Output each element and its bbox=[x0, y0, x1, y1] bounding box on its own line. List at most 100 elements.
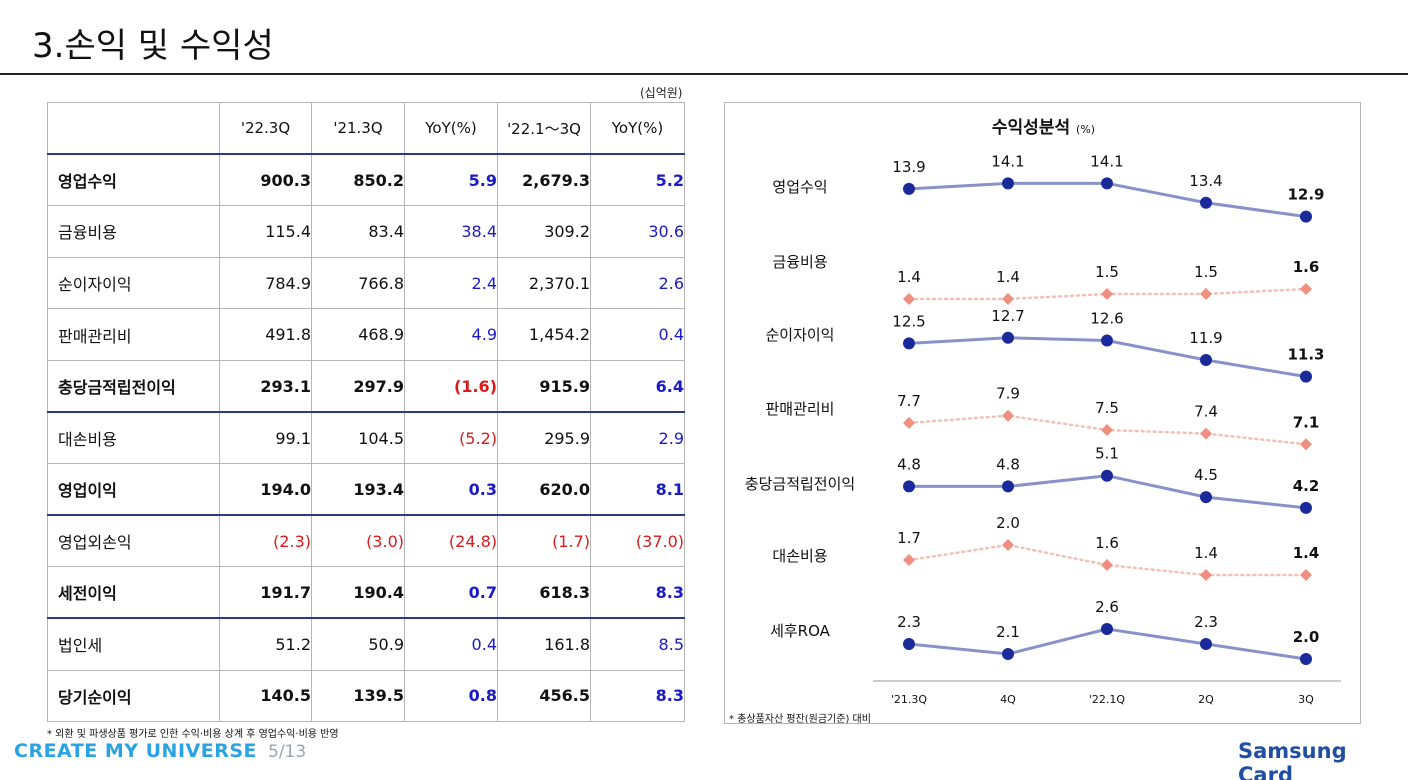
data-point bbox=[1200, 427, 1212, 440]
series-label: 충당금적립전이익 bbox=[745, 475, 855, 493]
value-cell: 297.9 bbox=[311, 359, 405, 413]
series-label: 대손비용 bbox=[772, 547, 827, 565]
data-point bbox=[903, 182, 915, 195]
data-label: 4.5 bbox=[1194, 466, 1218, 484]
unit-label: (십억원) bbox=[640, 86, 683, 100]
table-row: 금융비용 115.4 83.4 38.4 309.2 30.6 bbox=[47, 205, 685, 258]
footnote-left: * 외환 및 파생상품 평가로 인한 수익·비용 상계 후 영업수익·비용 반영 bbox=[47, 729, 339, 740]
data-label: 5.1 bbox=[1095, 445, 1119, 463]
data-point bbox=[1101, 334, 1113, 347]
row-label: 당기순이익 bbox=[47, 669, 220, 723]
row-label: 영업수익 bbox=[47, 153, 220, 207]
value-cell: 38.4 bbox=[404, 205, 498, 258]
data-label: 14.1 bbox=[1090, 152, 1123, 170]
value-cell: 99.1 bbox=[219, 411, 312, 465]
data-point bbox=[1101, 469, 1113, 482]
table-row: 영업외손익 (2.3) (3.0) (24.8) (1.7) (37.0) bbox=[47, 514, 685, 568]
title-divider bbox=[0, 73, 1408, 75]
table-row: 순이자이익 784.9 766.8 2.4 2,370.1 2.6 bbox=[47, 256, 685, 310]
data-point bbox=[903, 416, 915, 429]
header-cell bbox=[47, 102, 220, 155]
page-title: 3.손익 및 수익성 bbox=[32, 26, 274, 66]
value-cell: 193.4 bbox=[311, 463, 405, 516]
data-label: 7.7 bbox=[897, 392, 921, 410]
data-point bbox=[903, 638, 915, 650]
data-point bbox=[1101, 623, 1113, 635]
value-cell: 295.9 bbox=[497, 411, 591, 465]
data-label: 12.6 bbox=[1090, 310, 1123, 328]
x-tick-label: '22.1Q bbox=[1089, 693, 1126, 706]
page-number: 5/13 bbox=[268, 742, 307, 762]
data-label: 12.5 bbox=[892, 312, 925, 330]
x-tick-label: 3Q bbox=[1298, 693, 1314, 706]
data-label: 7.9 bbox=[996, 385, 1020, 403]
value-cell: 115.4 bbox=[219, 205, 312, 258]
data-label: 1.7 bbox=[897, 529, 921, 547]
value-cell: 784.9 bbox=[219, 256, 312, 310]
row-label: 영업이익 bbox=[47, 463, 220, 516]
chart-unit: (%) bbox=[1076, 123, 1096, 136]
chart-title-text: 수익성분석 bbox=[991, 118, 1071, 138]
data-label: 14.1 bbox=[991, 152, 1024, 170]
profitability-line-chart: 영업수익 13.9 14.1 14.1 13.4 12.9 금융비용 1.4 1.4 1.5 1.5… bbox=[745, 152, 1341, 706]
chart-title: 수익성분석 (%) bbox=[725, 113, 1362, 138]
header-cell: YoY(%) bbox=[590, 102, 685, 155]
data-label: 13.9 bbox=[892, 158, 925, 176]
data-point bbox=[1200, 354, 1212, 366]
header-cell: '22.1～3Q bbox=[497, 102, 591, 155]
table-row: 법인세 51.2 50.9 0.4 161.8 8.5 bbox=[47, 617, 685, 671]
value-cell: (2.3) bbox=[219, 514, 312, 568]
brand-slogan: CREATE MY UNIVERSE bbox=[14, 740, 257, 762]
value-cell: 5.9 bbox=[404, 153, 498, 207]
data-point bbox=[1300, 438, 1312, 451]
row-label: 충당금적립전이익 bbox=[47, 359, 220, 413]
data-label: 1.4 bbox=[1194, 544, 1218, 562]
value-cell: (1.6) bbox=[404, 359, 498, 413]
value-cell: 293.1 bbox=[219, 359, 312, 413]
data-label: 4.2 bbox=[1293, 477, 1320, 495]
series-label: 순이자이익 bbox=[765, 326, 834, 344]
data-label: 1.5 bbox=[1095, 263, 1119, 281]
table-row: 판매관리비 491.8 468.9 4.9 1,454.2 0.4 bbox=[47, 308, 685, 361]
row-label: 순이자이익 bbox=[47, 256, 220, 310]
table-row: 대손비용 99.1 104.5 (5.2) 295.9 2.9 bbox=[47, 411, 685, 465]
value-cell: 30.6 bbox=[590, 205, 685, 258]
data-point bbox=[1200, 196, 1212, 209]
data-label: 7.4 bbox=[1194, 403, 1218, 421]
data-point bbox=[903, 337, 915, 350]
value-cell: 0.4 bbox=[590, 308, 685, 361]
data-point bbox=[1200, 638, 1212, 650]
value-cell: 191.7 bbox=[219, 566, 312, 619]
data-point bbox=[1300, 653, 1312, 665]
row-label: 영업외손익 bbox=[47, 514, 220, 568]
value-cell: 2.9 bbox=[590, 411, 685, 465]
data-label: 2.0 bbox=[1293, 628, 1320, 646]
table-row: 충당금적립전이익 293.1 297.9 (1.6) 915.9 6.4 bbox=[47, 359, 685, 413]
data-label: 2.3 bbox=[897, 613, 921, 631]
data-point bbox=[1002, 331, 1014, 344]
value-cell: 190.4 bbox=[311, 566, 405, 619]
value-cell: 620.0 bbox=[497, 463, 591, 516]
table-row: 영업이익 194.0 193.4 0.3 620.0 8.1 bbox=[47, 463, 685, 516]
value-cell: 900.3 bbox=[219, 153, 312, 207]
data-point bbox=[1101, 559, 1113, 571]
income-statement-table: '22.3Q '21.3Q YoY(%) '22.1～3Q YoY(%) 영업수… bbox=[47, 102, 685, 723]
value-cell: 8.3 bbox=[590, 566, 685, 619]
value-cell: 2,370.1 bbox=[497, 256, 591, 310]
value-cell: 850.2 bbox=[311, 153, 405, 207]
header-cell: '21.3Q bbox=[311, 102, 405, 155]
samsung-card-logo: Samsung Card bbox=[1238, 739, 1347, 780]
data-label: 12.7 bbox=[991, 307, 1024, 325]
series-label: 금융비용 bbox=[772, 253, 827, 271]
row-label: 대손비용 bbox=[47, 411, 220, 465]
value-cell: 2.6 bbox=[590, 256, 685, 310]
data-label: 2.1 bbox=[996, 623, 1020, 641]
value-cell: (37.0) bbox=[590, 514, 685, 568]
value-cell: 618.3 bbox=[497, 566, 591, 619]
value-cell: 104.5 bbox=[311, 411, 405, 465]
data-label: 4.8 bbox=[996, 455, 1020, 473]
value-cell: 83.4 bbox=[311, 205, 405, 258]
data-point bbox=[1300, 370, 1312, 383]
data-point bbox=[1002, 648, 1014, 660]
value-cell: 2,679.3 bbox=[497, 153, 591, 207]
